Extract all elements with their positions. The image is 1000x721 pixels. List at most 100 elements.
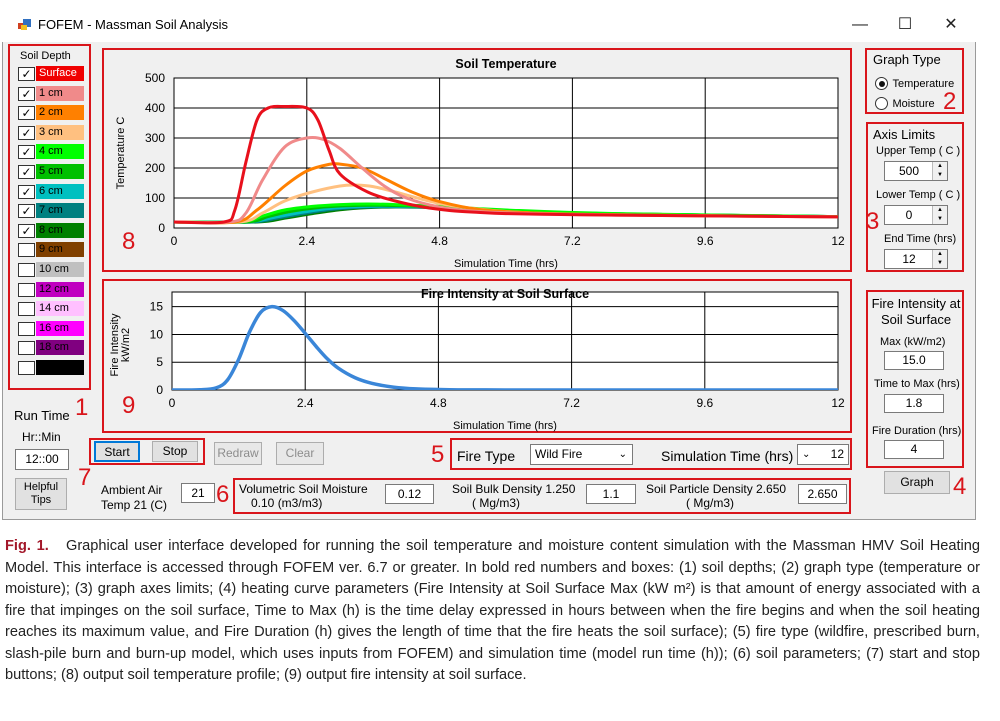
depth-checkbox[interactable]: ✓ (18, 223, 35, 238)
particle-density-label-line1: Soil Particle Density 2.650 (646, 482, 787, 496)
depth-checkbox[interactable]: ✓ (18, 106, 35, 121)
spin-down-icon[interactable]: ▼ (932, 215, 947, 224)
x-tick-label: 9.6 (697, 234, 714, 248)
depth-label: 12 cm (36, 281, 84, 297)
depth-checkbox[interactable] (18, 361, 35, 375)
time-to-max-field[interactable]: 1.8 (884, 394, 944, 413)
x-tick-label: 7.2 (563, 396, 580, 410)
spin-up-icon[interactable]: ▲ (932, 162, 947, 171)
spin-down-icon[interactable]: ▼ (932, 171, 947, 180)
y-tick-label: 400 (145, 101, 165, 115)
x-tick-label: 2.4 (297, 396, 314, 410)
axis-limits-box (866, 122, 964, 272)
ambient-air-label: Ambient Air Temp 21 (C) (101, 483, 167, 513)
depth-checkbox[interactable]: ✓ (18, 145, 35, 160)
depth-checkbox[interactable] (18, 321, 35, 336)
depth-checkbox[interactable]: ✓ (18, 184, 35, 199)
annotation-8: 8 (122, 228, 136, 255)
end-time-spinner[interactable]: 12 ▲ ▼ (884, 249, 948, 269)
depth-checkbox[interactable]: ✓ (18, 165, 35, 179)
ambient-air-label-line1: Ambient Air (101, 483, 163, 497)
start-button[interactable]: Start (94, 441, 140, 462)
simulation-time-label: Simulation Time (hrs) (661, 448, 794, 464)
x-tick-label: 12 (831, 234, 845, 248)
ambient-air-field[interactable]: 21 (181, 483, 215, 503)
depth-checkbox[interactable]: ✓ (18, 67, 35, 81)
simulation-time-select[interactable]: ⌄ 12 (797, 444, 849, 465)
depth-checkbox[interactable]: ✓ (18, 86, 35, 101)
chevron-down-icon: ⌄ (618, 449, 627, 460)
radio-moisture[interactable]: Moisture (875, 95, 935, 113)
soil-temperature-chart: 0 2.4 4.8 7.2 9.6 12 0 100 200 300 400 500 Soil Temp… (115, 57, 845, 270)
depth-checkbox[interactable]: ✓ (18, 125, 35, 140)
fire-type-label: Fire Type (457, 448, 516, 464)
stop-button[interactable]: Stop (152, 441, 198, 462)
run-time-field[interactable]: 12::00 (15, 449, 69, 470)
depth-label: 8 cm (36, 222, 84, 238)
fire-duration-field[interactable]: 4 (884, 440, 944, 459)
fire-type-value: Wild Fire (535, 447, 583, 461)
upper-temp-value: 500 (898, 164, 920, 178)
redraw-button[interactable]: Redraw (214, 442, 262, 465)
depth-label: 1 cm (36, 85, 84, 101)
bulk-density-label: Soil Bulk Density 1.250 ( Mg/m3) (452, 482, 575, 510)
depth-checkbox[interactable] (18, 282, 35, 297)
x-tick-label: 0 (171, 234, 178, 248)
bulk-density-field[interactable]: 1.1 (586, 484, 636, 504)
soil-moisture-field[interactable]: 0.12 (385, 484, 434, 504)
fire-intensity-params-box (866, 290, 964, 468)
depth-checkbox[interactable]: ✓ (18, 204, 35, 219)
lower-temp-spinner[interactable]: 0 ▲ ▼ (884, 205, 948, 225)
annotation-6: 6 (216, 481, 230, 508)
particle-density-field[interactable]: 2.650 (798, 484, 847, 504)
depth-checkbox[interactable] (18, 263, 35, 277)
bulk-density-label-line1: Soil Bulk Density 1.250 (452, 482, 576, 496)
depth-checkbox[interactable] (18, 302, 35, 317)
depth-label: 9 cm (36, 242, 84, 258)
window-title: FOFEM - Massman Soil Analysis (38, 17, 228, 32)
x-tick-label: 12 (831, 396, 845, 410)
chart-title: Fire Intensity at Soil Surface (421, 287, 589, 301)
lower-temp-label: Lower Temp ( C ) (876, 189, 961, 201)
x-tick-label: 7.2 (564, 234, 581, 248)
fire-type-select[interactable]: Wild Fire ⌄ (530, 444, 633, 465)
helpful-tips-button[interactable]: Helpful Tips (15, 478, 67, 510)
plot-area (171, 291, 839, 391)
particle-density-label-line2: ( Mg/m3) (686, 496, 734, 510)
app-icon (18, 19, 31, 30)
y-tick-label: 15 (150, 300, 164, 314)
axis-limits-title: Axis Limits (873, 127, 936, 142)
depth-label: Surface (36, 66, 84, 81)
depth-label: 14 cm (36, 301, 84, 317)
max-field[interactable]: 15.0 (884, 351, 944, 370)
annotation-4: 4 (953, 473, 967, 500)
ambient-air-label-line2: Temp 21 (C) (101, 498, 168, 512)
time-to-max-label: Time to Max (hrs) (874, 378, 960, 390)
spin-up-icon[interactable]: ▲ (932, 206, 947, 215)
maximize-button[interactable]: ☐ (897, 16, 913, 33)
close-button[interactable]: ✕ (944, 16, 958, 33)
graph-type-title: Graph Type (873, 52, 941, 67)
radio-temperature[interactable]: Temperature (875, 75, 954, 93)
soil-moisture-label: Volumetric Soil Moisture 0.10 (m3/m3) (239, 482, 368, 510)
spin-down-icon[interactable]: ▼ (932, 259, 947, 268)
depth-label: 18 cm (36, 340, 84, 356)
depth-label: 3 cm (36, 124, 84, 140)
end-time-value: 12 (902, 252, 916, 266)
depth-checkbox[interactable] (18, 341, 35, 356)
y-axis-label: Temperature C (115, 117, 127, 190)
fire-duration-label: Fire Duration (hrs) (872, 425, 962, 437)
x-tick-label: 0 (169, 396, 176, 410)
soil-moisture-label-line1: Volumetric Soil Moisture (239, 482, 368, 496)
spin-up-icon[interactable]: ▲ (932, 250, 947, 259)
end-time-label: End Time (hrs) (884, 233, 957, 245)
radio-moisture-label: Moisture (892, 97, 935, 110)
depth-label (36, 360, 84, 375)
soil-temperature-box (102, 48, 852, 272)
clear-button[interactable]: Clear (276, 442, 324, 465)
graph-button[interactable]: Graph (884, 471, 950, 494)
minimize-button[interactable]: — (852, 16, 868, 33)
depth-checkbox[interactable] (18, 243, 35, 258)
upper-temp-spinner[interactable]: 500 ▲ ▼ (884, 161, 948, 181)
caption-text: Graphical user interface developed for r… (5, 538, 980, 683)
